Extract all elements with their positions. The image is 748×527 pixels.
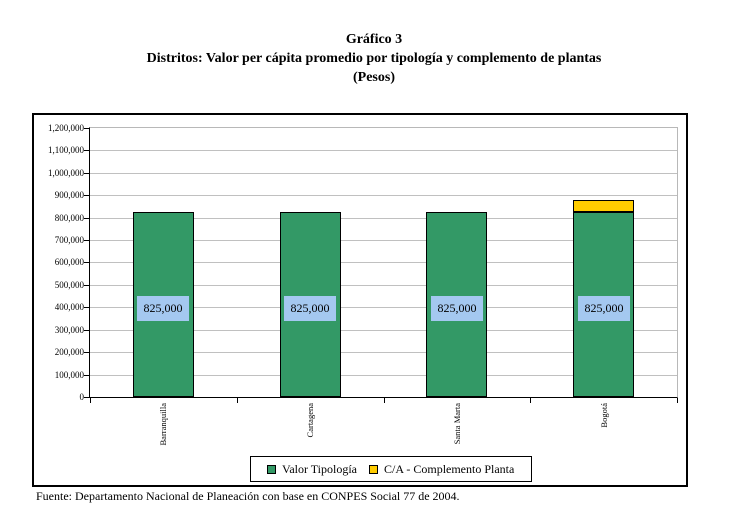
y-axis-tick-mark [84,173,90,174]
legend-label-complemento-planta: C/A - Complemento Planta [384,461,515,476]
y-axis-tick-label: 600,000 [54,257,84,267]
y-gridline [90,240,677,241]
y-axis-tick-mark [84,307,90,308]
y-axis-tick-label: 400,000 [54,302,84,312]
bar-value-label: 825,000 [431,296,483,321]
y-axis-tick-label: 700,000 [54,235,84,245]
x-axis-tick-mark [677,398,678,403]
y-axis-tick-mark [84,330,90,331]
x-axis-tick-mark [384,398,385,403]
y-axis-tick-label: 800,000 [54,213,84,223]
y-axis-tick-mark [84,240,90,241]
y-axis-tick-label: 300,000 [54,325,84,335]
x-axis-tick-mark [237,398,238,403]
y-axis-tick-label: 1,000,000 [48,168,84,178]
y-axis-tick-label: 1,100,000 [48,145,84,155]
y-axis-tick-mark [84,218,90,219]
y-axis-tick-mark [84,195,90,196]
chart-title-line2: Distritos: Valor per cápita promedio por… [146,51,602,66]
y-gridline [90,307,677,308]
y-axis-tick-label: 500,000 [54,280,84,290]
chart-legend: Valor Tipología C/A - Complemento Planta [250,456,532,482]
y-axis-tick-label: 1,200,000 [48,123,84,133]
x-axis-category-label: Santa Marta [452,403,462,445]
y-gridline [90,218,677,219]
y-axis-tick-mark [84,285,90,286]
plot-area: 825,000 825,000 825,000 825,000 [89,127,678,398]
y-gridline [90,285,677,286]
chart-frame: 825,000 825,000 825,000 825,000 0 100,000 200… [32,113,688,487]
y-axis-tick-mark [84,262,90,263]
y-gridline [90,330,677,331]
y-axis-tick-label: 0 [79,392,85,402]
legend-item-complemento-planta: C/A - Complemento Planta [369,462,514,477]
x-axis-category-label: Barranquilla [158,403,168,446]
y-gridline [90,150,677,151]
axis-layer: 0 100,000 200,000 300,000 400,000 500,000 600,… [34,115,686,485]
y-axis-tick-label: 200,000 [54,347,84,357]
y-gridline [90,375,677,376]
x-axis-tick-mark [530,398,531,403]
y-axis-tick-mark [84,128,90,129]
legend-item-valor-tipologia: Valor Tipología [267,462,357,477]
chart-title-line3: (Pesos) [353,70,395,85]
x-axis-category-label: Cartagena [305,403,315,438]
y-gridline [90,173,677,174]
y-gridline [90,352,677,353]
source-note: Fuente: Departamento Nacional de Planeac… [36,489,460,503]
y-axis-tick-label: 100,000 [54,370,84,380]
y-gridline [90,262,677,263]
x-axis-category-label: Bogotá [599,403,609,428]
y-axis-tick-mark [84,352,90,353]
bar-segment [573,200,634,212]
chart-title-block: Gráfico 3 Distritos: Valor per cápita pr… [0,30,748,87]
bar-value-label: 825,000 [284,296,336,321]
y-axis-tick-mark [84,375,90,376]
chart-title-line1: Gráfico 3 [345,32,403,47]
legend-swatch-green-icon [267,464,276,474]
bar-value-label: 825,000 [578,296,630,321]
y-axis-tick-mark [84,397,90,398]
y-gridline [90,195,677,196]
y-axis-tick-label: 900,000 [54,190,84,200]
x-axis-tick-mark [90,398,91,403]
legend-label-valor-tipologia: Valor Tipología [282,461,358,476]
y-axis-tick-mark [84,150,90,151]
legend-swatch-yellow-icon [369,464,379,474]
bar-value-label: 825,000 [137,296,189,321]
